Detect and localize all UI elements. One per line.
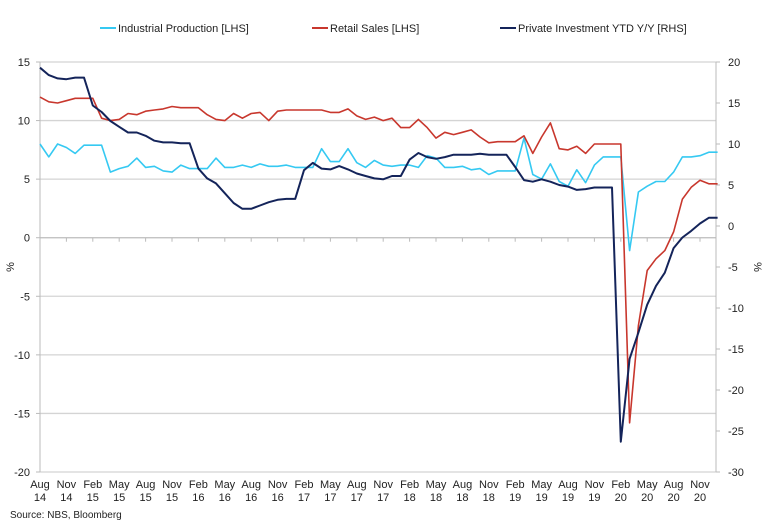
x-tick-label-month: Feb [506,479,525,491]
x-tick-label-year: 16 [245,492,257,504]
x-tick-label-year: 15 [87,492,99,504]
series-line-3 [39,66,718,443]
y-axis-right-label: % [751,262,763,272]
x-tick-label-year: 17 [377,492,389,504]
x-tick-label-month: Feb [295,479,314,491]
y-right-tick-label: 0 [728,221,734,233]
x-tick-label-month: Nov [479,479,499,491]
x-tick-label-month: Nov [690,479,710,491]
x-tick-label-month: Aug [30,479,50,491]
x-tick-label-year: 17 [324,492,336,504]
y-right-tick-label: -5 [728,262,738,274]
legend-label: Retail Sales [LHS] [330,23,419,35]
x-tick-label-year: 15 [113,492,125,504]
x-tick-label-month: May [320,479,341,491]
x-tick-label-year: 20 [615,492,627,504]
x-tick-label-month: Aug [347,479,367,491]
x-tick-label-month: Nov [585,479,605,491]
x-tick-label-year: 16 [219,492,231,504]
y-right-tick-label: -25 [728,426,744,438]
x-tick-label-year: 19 [509,492,521,504]
x-tick-label-month: Nov [268,479,288,491]
x-tick-label-year: 18 [430,492,442,504]
x-tick-label-month: Feb [83,479,102,491]
x-tick-label-year: 14 [34,492,46,504]
y-right-tick-label: 20 [728,57,740,69]
y-right-tick-label: -30 [728,467,744,479]
y-right-tick-label: 15 [728,98,740,110]
x-tick-label-year: 15 [139,492,151,504]
x-tick-label-year: 15 [166,492,178,504]
x-tick-label-month: May [531,479,552,491]
x-tick-label-year: 16 [192,492,204,504]
y-right-tick-label: 10 [728,139,740,151]
x-tick-label-year: 18 [483,492,495,504]
x-tick-label-month: Nov [373,479,393,491]
x-tick-label-month: Feb [400,479,419,491]
x-tick-label-month: Aug [558,479,578,491]
x-tick-label-year: 20 [667,492,679,504]
source-note: Source: NBS, Bloomberg [10,510,122,521]
x-tick-label-year: 17 [351,492,363,504]
y-right-tick-label: -15 [728,344,744,356]
y-left-tick-label: -15 [14,408,30,420]
x-tick-label-month: Aug [241,479,261,491]
y-left-tick-label: 10 [18,116,30,128]
x-tick-label-month: Aug [453,479,473,491]
y-left-tick-label: 5 [24,174,30,186]
legend-label: Private Investment YTD Y/Y [RHS] [518,23,687,35]
x-tick-label-year: 18 [403,492,415,504]
x-tick-label-month: Aug [136,479,156,491]
x-tick-label-month: May [637,479,658,491]
x-tick-label-year: 19 [535,492,547,504]
y-left-tick-label: -10 [14,350,30,362]
y-right-tick-label: 5 [728,180,734,192]
x-tick-label-year: 19 [562,492,574,504]
x-tick-label-month: Nov [162,479,182,491]
series-line-2 [39,96,718,424]
x-tick-label-year: 20 [694,492,706,504]
x-tick-label-month: May [214,479,235,491]
y-right-tick-label: -20 [728,385,744,397]
x-tick-label-year: 20 [641,492,653,504]
legend-label: Industrial Production [LHS] [118,23,249,35]
x-tick-label-year: 16 [271,492,283,504]
x-tick-label-month: May [426,479,447,491]
x-tick-label-month: Aug [664,479,684,491]
y-left-tick-label: -20 [14,467,30,479]
x-tick-label-year: 14 [60,492,72,504]
y-left-tick-label: 0 [24,233,30,245]
x-tick-label-month: Nov [57,479,77,491]
y-left-tick-label: -5 [20,291,30,303]
y-right-tick-label: -10 [728,303,744,315]
x-tick-label-year: 19 [588,492,600,504]
y-axis-left-label: % [5,262,17,272]
series-line-1 [39,137,718,252]
x-tick-label-month: Feb [189,479,208,491]
x-tick-label-year: 17 [298,492,310,504]
x-tick-label-year: 18 [456,492,468,504]
y-left-tick-label: 15 [18,57,30,69]
x-tick-label-month: May [109,479,130,491]
x-tick-label-month: Feb [611,479,630,491]
